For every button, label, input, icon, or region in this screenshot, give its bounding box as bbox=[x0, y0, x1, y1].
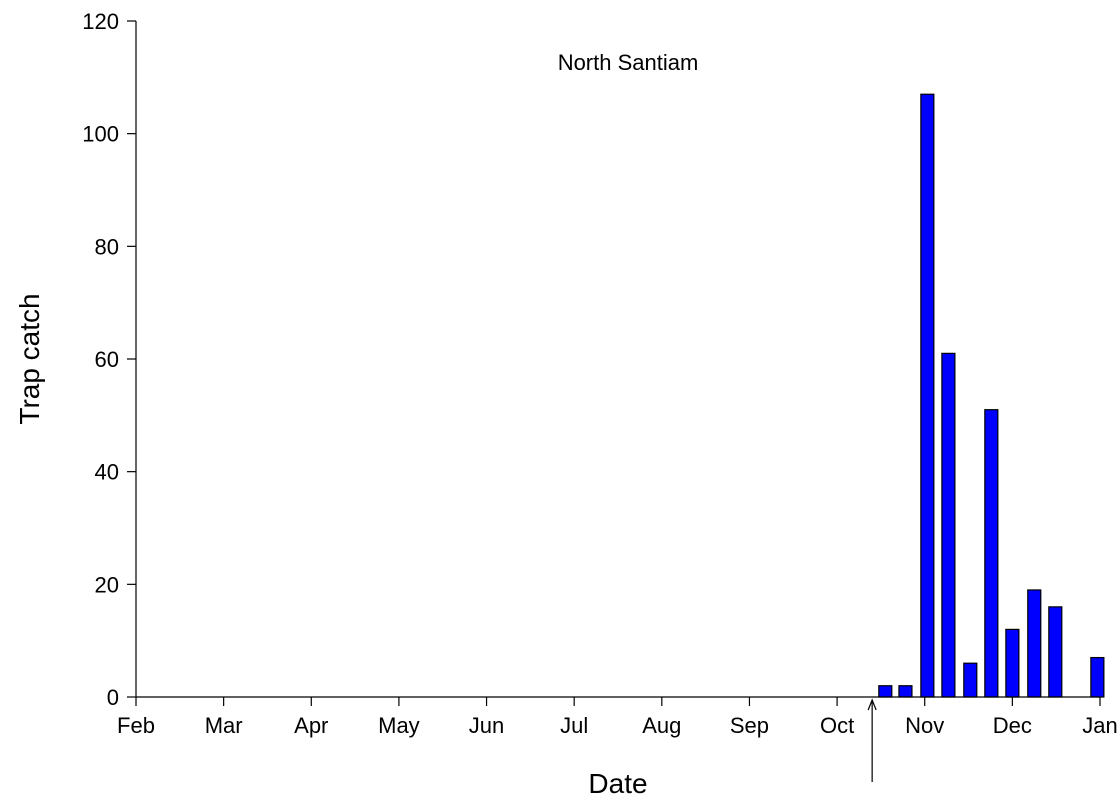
x-tick-label: Feb bbox=[117, 713, 155, 738]
x-tick-label: Apr bbox=[294, 713, 328, 738]
x-axis-title: Date bbox=[588, 768, 647, 799]
bar bbox=[941, 352, 956, 698]
bar bbox=[898, 685, 913, 698]
x-tick-label: Mar bbox=[205, 713, 243, 738]
x-ticks-group: Feb Mar Apr May Jun Jul Aug Sep Oct Nov Dec Jan bbox=[117, 697, 1117, 738]
y-tick-label: 0 bbox=[107, 685, 119, 710]
bar bbox=[984, 409, 999, 698]
x-tick-label: Jun bbox=[469, 713, 504, 738]
arrow-annotation bbox=[867, 698, 877, 782]
bar bbox=[963, 662, 978, 698]
y-tick-label: 20 bbox=[95, 572, 119, 597]
x-tick-label: May bbox=[378, 713, 420, 738]
y-axis-title: Trap catch bbox=[14, 293, 45, 424]
annotations-group bbox=[867, 698, 877, 782]
y-tick-label: 100 bbox=[82, 122, 119, 147]
y-tick-label: 60 bbox=[95, 347, 119, 372]
y-tick-label: 80 bbox=[95, 234, 119, 259]
y-ticks-group: 0 20 40 60 80 100 120 bbox=[82, 9, 136, 710]
x-tick-label: Aug bbox=[642, 713, 681, 738]
bar bbox=[878, 685, 893, 698]
x-tick-label: Jul bbox=[560, 713, 588, 738]
bar bbox=[1005, 628, 1020, 698]
bar bbox=[1048, 606, 1063, 698]
bars-group bbox=[878, 93, 1105, 698]
y-tick-label: 40 bbox=[95, 460, 119, 485]
chart-title: North Santiam bbox=[558, 50, 699, 75]
x-tick-label: Oct bbox=[820, 713, 854, 738]
bar bbox=[1090, 656, 1105, 698]
y-tick-label: 120 bbox=[82, 9, 119, 34]
x-tick-label: Sep bbox=[730, 713, 769, 738]
x-tick-label: Jan bbox=[1082, 713, 1117, 738]
bar bbox=[920, 93, 935, 698]
bar bbox=[1027, 589, 1042, 698]
x-tick-label: Nov bbox=[905, 713, 944, 738]
x-tick-label: Dec bbox=[993, 713, 1032, 738]
